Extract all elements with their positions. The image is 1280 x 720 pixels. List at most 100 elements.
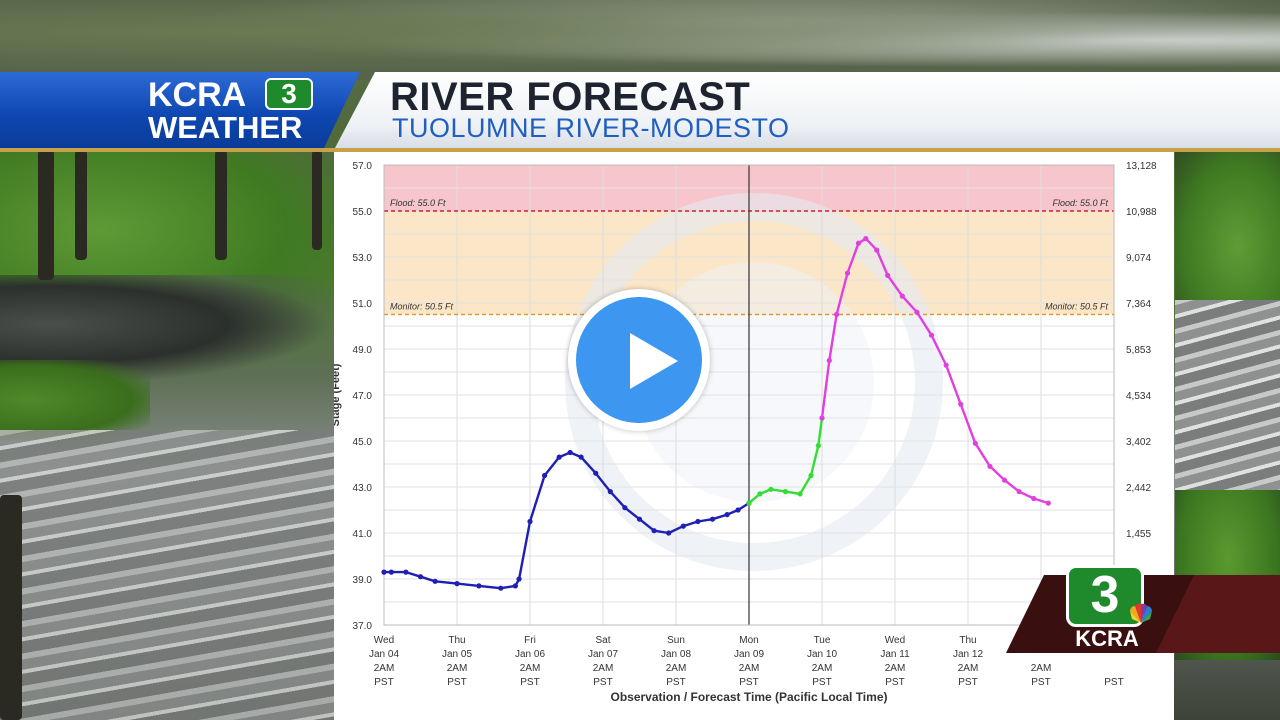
data-point-forecast-2	[819, 415, 825, 421]
data-point-forecast-2	[958, 401, 964, 407]
tree-trunk	[312, 150, 322, 250]
x-tick-label: 2AM	[666, 663, 687, 674]
data-point-observed	[578, 454, 584, 460]
logo-kcra-text: KCRA	[148, 76, 247, 114]
y-tick-label-right: 13,128	[1126, 161, 1157, 172]
x-tick-label: Jan 06	[515, 649, 545, 660]
y-tick-label-right: 9,074	[1126, 253, 1151, 264]
river-stage-chart: Flood: 55.0 Ft Flood: 55.0 Ft Monitor: 50.…	[334, 161, 1157, 704]
y-tick-label-right: 4,534	[1126, 391, 1151, 402]
title-block	[335, 72, 1280, 148]
x-tick-label: PST	[1031, 677, 1050, 688]
x-tick-label: Thu	[448, 635, 465, 646]
data-point-forecast-1	[815, 443, 821, 449]
x-tick-label: PST	[666, 677, 685, 688]
x-tick-label: PST	[520, 677, 539, 688]
y-tick-label-left: 57.0	[353, 161, 373, 172]
x-tick-label: Jan 09	[734, 649, 764, 660]
peacock-icon	[1130, 603, 1152, 623]
data-point-observed	[593, 470, 599, 476]
bug-channel-number: 3	[1066, 565, 1144, 627]
data-point-observed	[527, 518, 533, 525]
data-point-forecast-2	[972, 440, 978, 446]
x-tick-label: 2AM	[447, 663, 468, 674]
data-point-observed	[512, 583, 518, 589]
data-point-observed	[403, 569, 409, 575]
monitor-label-right: Monitor: 50.5 Ft	[1045, 302, 1109, 312]
data-point-observed	[417, 574, 424, 580]
bug-station-name: KCRA	[1075, 626, 1139, 651]
data-point-forecast-2	[1031, 495, 1037, 502]
x-tick-label: PST	[374, 677, 393, 688]
grass-right	[1175, 150, 1280, 310]
y-axis-label: Stage (Feet)	[334, 363, 342, 426]
y-tick-label-right: 5,853	[1126, 345, 1151, 356]
y-tick-label-left: 43.0	[353, 483, 373, 494]
data-point-observed	[622, 505, 628, 511]
x-tick-label: Jan 04	[369, 649, 399, 660]
data-point-observed	[567, 449, 573, 456]
y-tick-label-right: 7,364	[1126, 299, 1151, 310]
data-point-observed	[666, 530, 672, 536]
y-tick-label-left: 37.0	[353, 621, 373, 632]
data-point-forecast-2	[914, 309, 920, 315]
x-tick-label: Jan 07	[588, 649, 618, 660]
play-button-circle[interactable]	[576, 297, 702, 423]
y-tick-label-left: 47.0	[353, 391, 373, 402]
page-subtitle: TUOLUMNE RIVER-MODESTO	[392, 113, 790, 143]
x-tick-label: Jan 10	[807, 649, 837, 660]
x-tick-label: 2AM	[593, 663, 614, 674]
data-point-observed	[381, 569, 387, 575]
data-point-forecast-2	[844, 270, 851, 276]
x-tick-label: PST	[447, 677, 466, 688]
data-point-observed	[651, 528, 657, 534]
x-tick-label: PST	[812, 677, 831, 688]
x-tick-label: Tue	[814, 635, 831, 646]
y-tick-label-left: 53.0	[353, 253, 373, 264]
x-tick-label: Jan 08	[661, 649, 691, 660]
x-tick-label: Jan 12	[953, 649, 983, 660]
data-point-observed	[454, 581, 460, 587]
y-tick-label-left: 55.0	[353, 207, 373, 218]
data-point-observed	[709, 516, 716, 522]
data-point-forecast-2	[987, 463, 993, 469]
flood-label-right: Flood: 55.0 Ft	[1052, 198, 1108, 208]
y-tick-label-left: 51.0	[353, 299, 373, 310]
data-point-forecast-2	[899, 293, 905, 299]
x-tick-label: PST	[593, 677, 612, 688]
x-tick-label: Wed	[885, 635, 905, 646]
x-tick-label: 2AM	[374, 663, 395, 674]
tree-trunk	[215, 150, 227, 260]
x-tick-label: 2AM	[885, 663, 906, 674]
logo-weather-text: WEATHER	[148, 110, 303, 145]
tree-canopy	[0, 0, 1280, 80]
data-point-observed	[735, 507, 741, 513]
data-point-observed	[542, 472, 548, 479]
y-tick-label-left: 45.0	[353, 437, 373, 448]
play-icon[interactable]	[630, 333, 678, 389]
page-title: RIVER FORECAST	[390, 75, 751, 119]
data-point-observed	[607, 489, 613, 495]
x-tick-label: PST	[885, 677, 904, 688]
data-point-observed	[695, 518, 701, 525]
tree-trunk	[38, 150, 54, 280]
monitor-label-left: Monitor: 50.5 Ft	[390, 302, 454, 312]
y-tick-label-right: 1,455	[1126, 529, 1151, 540]
x-tick-label: Wed	[374, 635, 394, 646]
x-tick-label: PST	[1104, 677, 1123, 688]
station-bug: 3 KCRA	[1006, 565, 1280, 653]
x-tick-label: 2AM	[1031, 663, 1052, 674]
data-point-forecast-2	[943, 362, 949, 368]
y-tick-label-right: 3,402	[1126, 437, 1151, 448]
y-tick-label-right: 10,988	[1126, 207, 1157, 218]
x-tick-label: Sat	[595, 635, 610, 646]
data-point-forecast-2	[1045, 500, 1051, 506]
data-point-forecast-2	[863, 236, 869, 242]
data-point-observed	[476, 583, 482, 589]
data-point-observed	[498, 585, 504, 591]
x-tick-label: PST	[958, 677, 977, 688]
data-point-observed	[432, 578, 438, 584]
x-axis-label: Observation / Forecast Time (Pacific Loc…	[611, 690, 888, 704]
play-button[interactable]	[568, 289, 710, 431]
data-point-forecast-2	[826, 357, 832, 364]
